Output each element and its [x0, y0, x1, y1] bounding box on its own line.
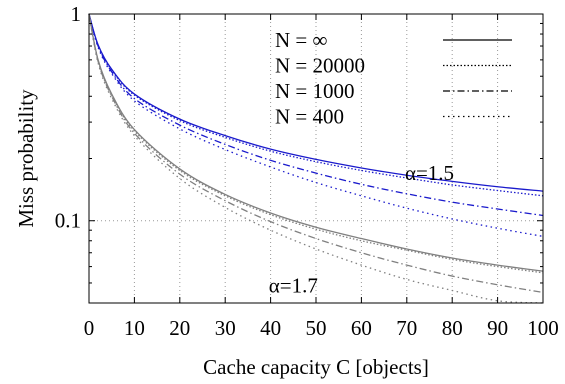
x-tick-label: 80 — [442, 316, 463, 340]
x-tick-label: 30 — [215, 316, 236, 340]
series-line-4 — [88, 13, 544, 272]
axis-ticks: 0 10 20 30 40 50 60 70 80 90 100 1 0.1 — [55, 2, 559, 340]
x-tick-label: 20 — [169, 316, 190, 340]
x-tick-label: 40 — [260, 316, 281, 340]
legend-label: N = 20000 — [275, 54, 365, 78]
annotation-label: α=1.5 — [405, 161, 454, 185]
x-tick-label: 10 — [124, 316, 145, 340]
x-tick-label: 60 — [351, 316, 372, 340]
x-axis-title: Cache capacity C [objects] — [203, 355, 429, 379]
annotations: α=1.5 α=1.7 — [269, 161, 454, 298]
y-tick-label: 0.1 — [55, 209, 81, 233]
x-tick-label: 70 — [396, 316, 417, 340]
series-line-6 — [88, 13, 544, 294]
y-axis-title: Miss probability — [14, 89, 38, 228]
grid — [89, 14, 543, 303]
x-tick-label: 50 — [306, 316, 327, 340]
series-lines — [88, 13, 544, 304]
series-line-1 — [88, 13, 544, 197]
series-line-2 — [88, 13, 544, 217]
legend-label: N = 1000 — [275, 79, 355, 103]
series-line-3 — [88, 13, 544, 238]
x-tick-label: 100 — [527, 316, 559, 340]
annotation-label: α=1.7 — [269, 274, 318, 298]
x-tick-label: 0 — [84, 316, 95, 340]
series-line-5 — [88, 13, 544, 274]
legend-label: N = ∞ — [275, 28, 328, 52]
legend-label: N = 400 — [275, 105, 344, 129]
series-line-7 — [88, 13, 544, 304]
y-tick-label: 1 — [71, 2, 82, 26]
x-tick-label: 90 — [487, 316, 508, 340]
